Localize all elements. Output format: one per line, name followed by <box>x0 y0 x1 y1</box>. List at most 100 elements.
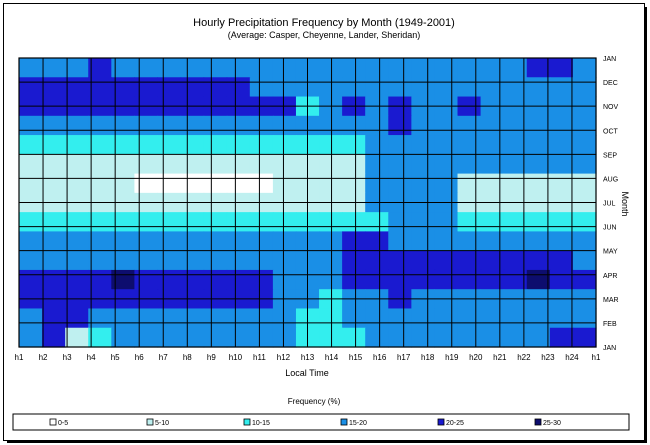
heatmap-cell <box>203 327 228 348</box>
heatmap-cell <box>319 154 343 175</box>
heatmap-cell <box>65 231 89 252</box>
heatmap-cell <box>365 327 389 348</box>
heatmap-cell <box>503 250 528 271</box>
heatmap-cell <box>388 269 412 290</box>
heatmap-cell <box>226 250 251 271</box>
y-tick-label: MAY <box>603 249 618 256</box>
legend-box <box>12 413 630 431</box>
heatmap-cell <box>134 327 159 348</box>
heatmap-cell <box>226 327 251 348</box>
heatmap-cell <box>134 308 159 329</box>
heatmap-cell <box>157 58 182 78</box>
heatmap-cell <box>411 58 436 78</box>
heatmap-cell <box>457 115 482 136</box>
x-tick-label: h10 <box>229 353 243 362</box>
heatmap-cell <box>457 154 482 175</box>
heatmap-cell <box>203 308 228 329</box>
heatmap-cell <box>180 212 205 232</box>
heatmap-cell <box>365 77 389 98</box>
heatmap-cell <box>342 308 366 329</box>
heatmap-cell <box>180 308 205 329</box>
heatmap-cell <box>434 154 459 175</box>
heatmap-cell <box>434 115 459 136</box>
heatmap-cell <box>180 77 205 98</box>
heatmap-cell <box>365 269 389 290</box>
x-tick-label: h23 <box>541 353 555 362</box>
heatmap-cell <box>88 115 112 136</box>
heatmap-cell <box>272 115 297 136</box>
heatmap-cell <box>111 231 135 252</box>
heatmap-cell <box>249 250 274 271</box>
heatmap-cell <box>480 77 505 98</box>
heatmap-cell <box>503 58 528 78</box>
heatmap-cell <box>180 250 205 271</box>
x-tick-label: h16 <box>373 353 387 362</box>
heatmap-cell <box>226 231 251 252</box>
heatmap-cell <box>549 135 574 155</box>
heatmap-cell <box>42 212 66 232</box>
y-tick-label: NOV <box>603 104 619 111</box>
plot-border <box>18 57 597 348</box>
heatmap-cell <box>65 269 89 290</box>
heatmap-cell <box>134 212 159 232</box>
heatmap-cell <box>434 327 459 348</box>
heatmap-cell <box>42 58 66 78</box>
heatmap-cell <box>157 250 182 271</box>
heatmap-cell <box>549 154 574 175</box>
heatmap-cell <box>342 173 366 194</box>
heatmap-cell <box>388 77 412 98</box>
heatmap-cell <box>157 135 182 155</box>
heatmap-cell <box>88 154 112 175</box>
heatmap-cell <box>411 308 436 329</box>
heatmap-cell <box>549 115 574 136</box>
heatmap-cell <box>19 212 43 232</box>
heatmap-cell <box>180 58 205 78</box>
heatmap-cell <box>272 327 297 348</box>
heatmap-cell <box>226 77 251 98</box>
heatmap-cell <box>342 269 366 290</box>
heatmap-cell <box>342 327 366 348</box>
heatmap-cell <box>19 250 43 271</box>
x-tick-label: h11 <box>253 353 266 362</box>
heatmap-cell <box>342 115 366 136</box>
heatmap-cell <box>134 269 159 290</box>
heatmap-cell <box>388 327 412 348</box>
y-tick-label: SEP <box>603 152 617 159</box>
x-tick-label: h4 <box>87 353 96 362</box>
heatmap-cell <box>480 115 505 136</box>
y-tick-label: AUG <box>603 176 618 183</box>
heatmap-cell <box>65 250 89 271</box>
heatmap-cell <box>342 58 366 78</box>
heatmap-cell <box>549 212 574 232</box>
x-tick-label: h20 <box>469 353 483 362</box>
heatmap-cell <box>19 308 43 329</box>
heatmap-cell <box>203 135 228 155</box>
heatmap-cell <box>365 154 389 175</box>
heatmap-cell <box>180 173 205 194</box>
heatmap-cell <box>411 231 436 252</box>
heatmap-cell <box>88 212 112 232</box>
heatmap-cell <box>249 308 274 329</box>
heatmap-cell <box>319 269 343 290</box>
heatmap-cell <box>411 250 436 271</box>
heatmap-cell <box>157 308 182 329</box>
heatmap-cell <box>134 173 159 194</box>
heatmap-cell <box>157 231 182 252</box>
heatmap-cell <box>480 327 505 348</box>
heatmap-cell <box>526 308 551 329</box>
heatmap-cell <box>388 231 412 252</box>
heatmap-cell <box>480 58 505 78</box>
heatmap-cell <box>572 135 597 155</box>
heatmap-cell <box>434 269 459 290</box>
heatmap-cell <box>457 212 482 232</box>
x-tick-label: h7 <box>159 353 168 362</box>
heatmap-cell <box>572 154 597 175</box>
heatmap-cell <box>111 154 135 175</box>
heatmap-cell <box>411 173 436 194</box>
heatmap-cell <box>203 269 228 290</box>
heatmap-cell <box>226 115 251 136</box>
heatmap-cell <box>65 154 89 175</box>
heatmap-cell <box>342 250 366 271</box>
heatmap-cell <box>226 135 251 155</box>
heatmap-cell <box>88 77 112 98</box>
